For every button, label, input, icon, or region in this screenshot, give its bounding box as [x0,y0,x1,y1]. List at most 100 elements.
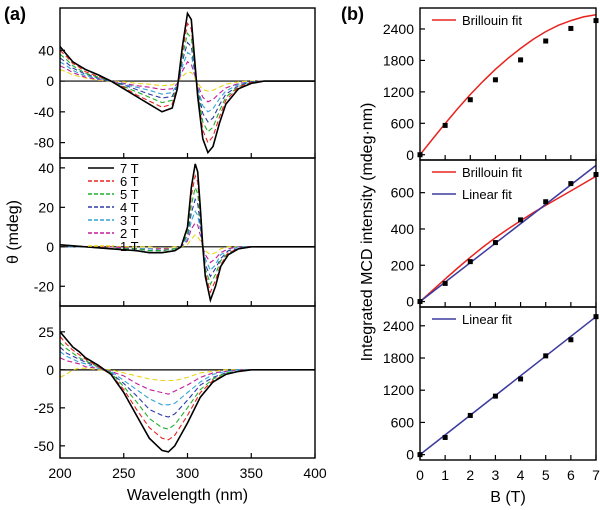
data-point [568,25,574,31]
series-line-5t [60,32,315,133]
x-axis-label: Wavelength (nm) [127,487,248,504]
y-tick-label: 0 [406,447,414,463]
x-tick-label: 400 [303,465,327,481]
data-point [568,181,574,187]
data-point [492,240,498,246]
legend-label: Brillouin fit [462,165,522,180]
y-tick-label: 40 [38,160,54,176]
data-point [568,337,574,343]
y-tick-label: 25 [38,324,54,340]
legend-label: Brillouin fit [462,13,522,28]
data-point [492,77,498,83]
y-tick-label: 400 [391,221,415,237]
y-tick-label: 20 [38,199,54,215]
data-point [518,376,524,382]
y-tick-label: 2400 [383,21,414,37]
series-line-4t [60,346,315,418]
x-tick-label: 1 [441,467,449,483]
plot-area [60,11,315,155]
data-point [467,259,473,265]
series-line-3t [60,351,315,406]
data-point [518,57,524,63]
y-axis-label: θ (mdeg) [5,200,22,264]
series-line-6t [60,22,315,144]
data-point [543,38,549,44]
chart-a-middle: 40 20 0 -20 θ (mdeg) 7 T6 T5 T4 T3 T2 T1 T [5,157,316,307]
plot-area [420,164,596,303]
fit-line-linear [420,316,596,456]
series-line-3t [60,210,315,272]
x-tick-label: 7 [592,467,600,483]
y-tick-label: 0 [46,362,54,378]
legend-label: 2 T [120,226,139,241]
series-line-7t [60,163,315,303]
series-line-4t [60,41,315,123]
data-point [492,393,498,399]
y-tick-label: 1200 [383,84,414,100]
plot-frame [59,305,316,459]
data-point [518,217,524,223]
x-tick-label: 3 [492,467,500,483]
series-line-1t [60,234,315,256]
data-point [543,199,549,205]
chart-b-top: 2400 1800 1200 600 0 Brillouin fit [383,7,599,163]
x-tick-label: 5 [542,467,550,483]
fit-line-brillouin [420,14,596,156]
y-tick-label: 2400 [383,318,414,334]
y-tick-label: 1200 [383,382,414,398]
legend-label: 6 T [120,174,139,189]
x-tick-label: 6 [567,467,575,483]
y-tick-label: 0 [46,239,54,255]
x-axis-label: B (T) [490,489,526,506]
legend-label: Linear fit [462,187,512,202]
y-axis-label: Integrated MCD intensity (mdeg·nm) [359,103,376,362]
legend-label: Linear fit [462,312,512,327]
y-tick-label: 0 [406,147,414,163]
y-tick-label: 200 [391,257,415,273]
x-tick-label: 250 [112,465,136,481]
series-line-6t [60,336,315,441]
y-tick-label: 0 [406,294,414,310]
series-line-2t [60,357,315,395]
plot-area [420,14,596,156]
plot-area [420,316,596,456]
x-tick-label: 4 [517,467,525,483]
data-point [467,97,473,103]
panel-b-label: (b) [341,4,364,24]
y-tick-label: 1800 [383,52,414,68]
y-tick-label: -40 [34,104,54,120]
legend-label: 1 T [120,239,139,254]
plot-frame [419,306,597,461]
chart-b-middle: 600 400 200 0 Integrated MCD intensity (mdeg… [359,103,599,362]
data-point [442,434,448,440]
y-tick-label: 600 [391,115,415,131]
fit-line-brillouin [420,175,596,303]
data-point [442,122,448,128]
panel-a-label: (a) [4,4,26,24]
plot-area [60,163,315,303]
x-tick-label: 350 [240,465,264,481]
data-point [442,280,448,286]
series-line-2t [60,61,315,103]
x-tick-label: 200 [48,465,72,481]
series-line-7t [60,11,315,155]
legend-label: 7 T [120,161,139,176]
series-line-5t [60,185,315,286]
data-point [543,353,549,359]
fit-line-linear [420,164,596,303]
plot-area [60,331,315,453]
y-tick-label: 40 [38,42,54,58]
chart-b-bottom: 2400 1800 1200 600 00 1 2 3 4 5 6 7 B (T) Linear fit [383,306,600,506]
y-tick-label: 0 [46,73,54,89]
series-line-5t [60,342,315,430]
x-tick-label: 0 [416,467,424,483]
series-line-7t [60,331,315,453]
y-tick-label: -20 [34,278,54,294]
y-tick-label: 600 [391,414,415,430]
y-tick-label: -80 [34,135,54,151]
legend-label: 5 T [120,187,139,202]
series-line-3t [60,51,315,113]
